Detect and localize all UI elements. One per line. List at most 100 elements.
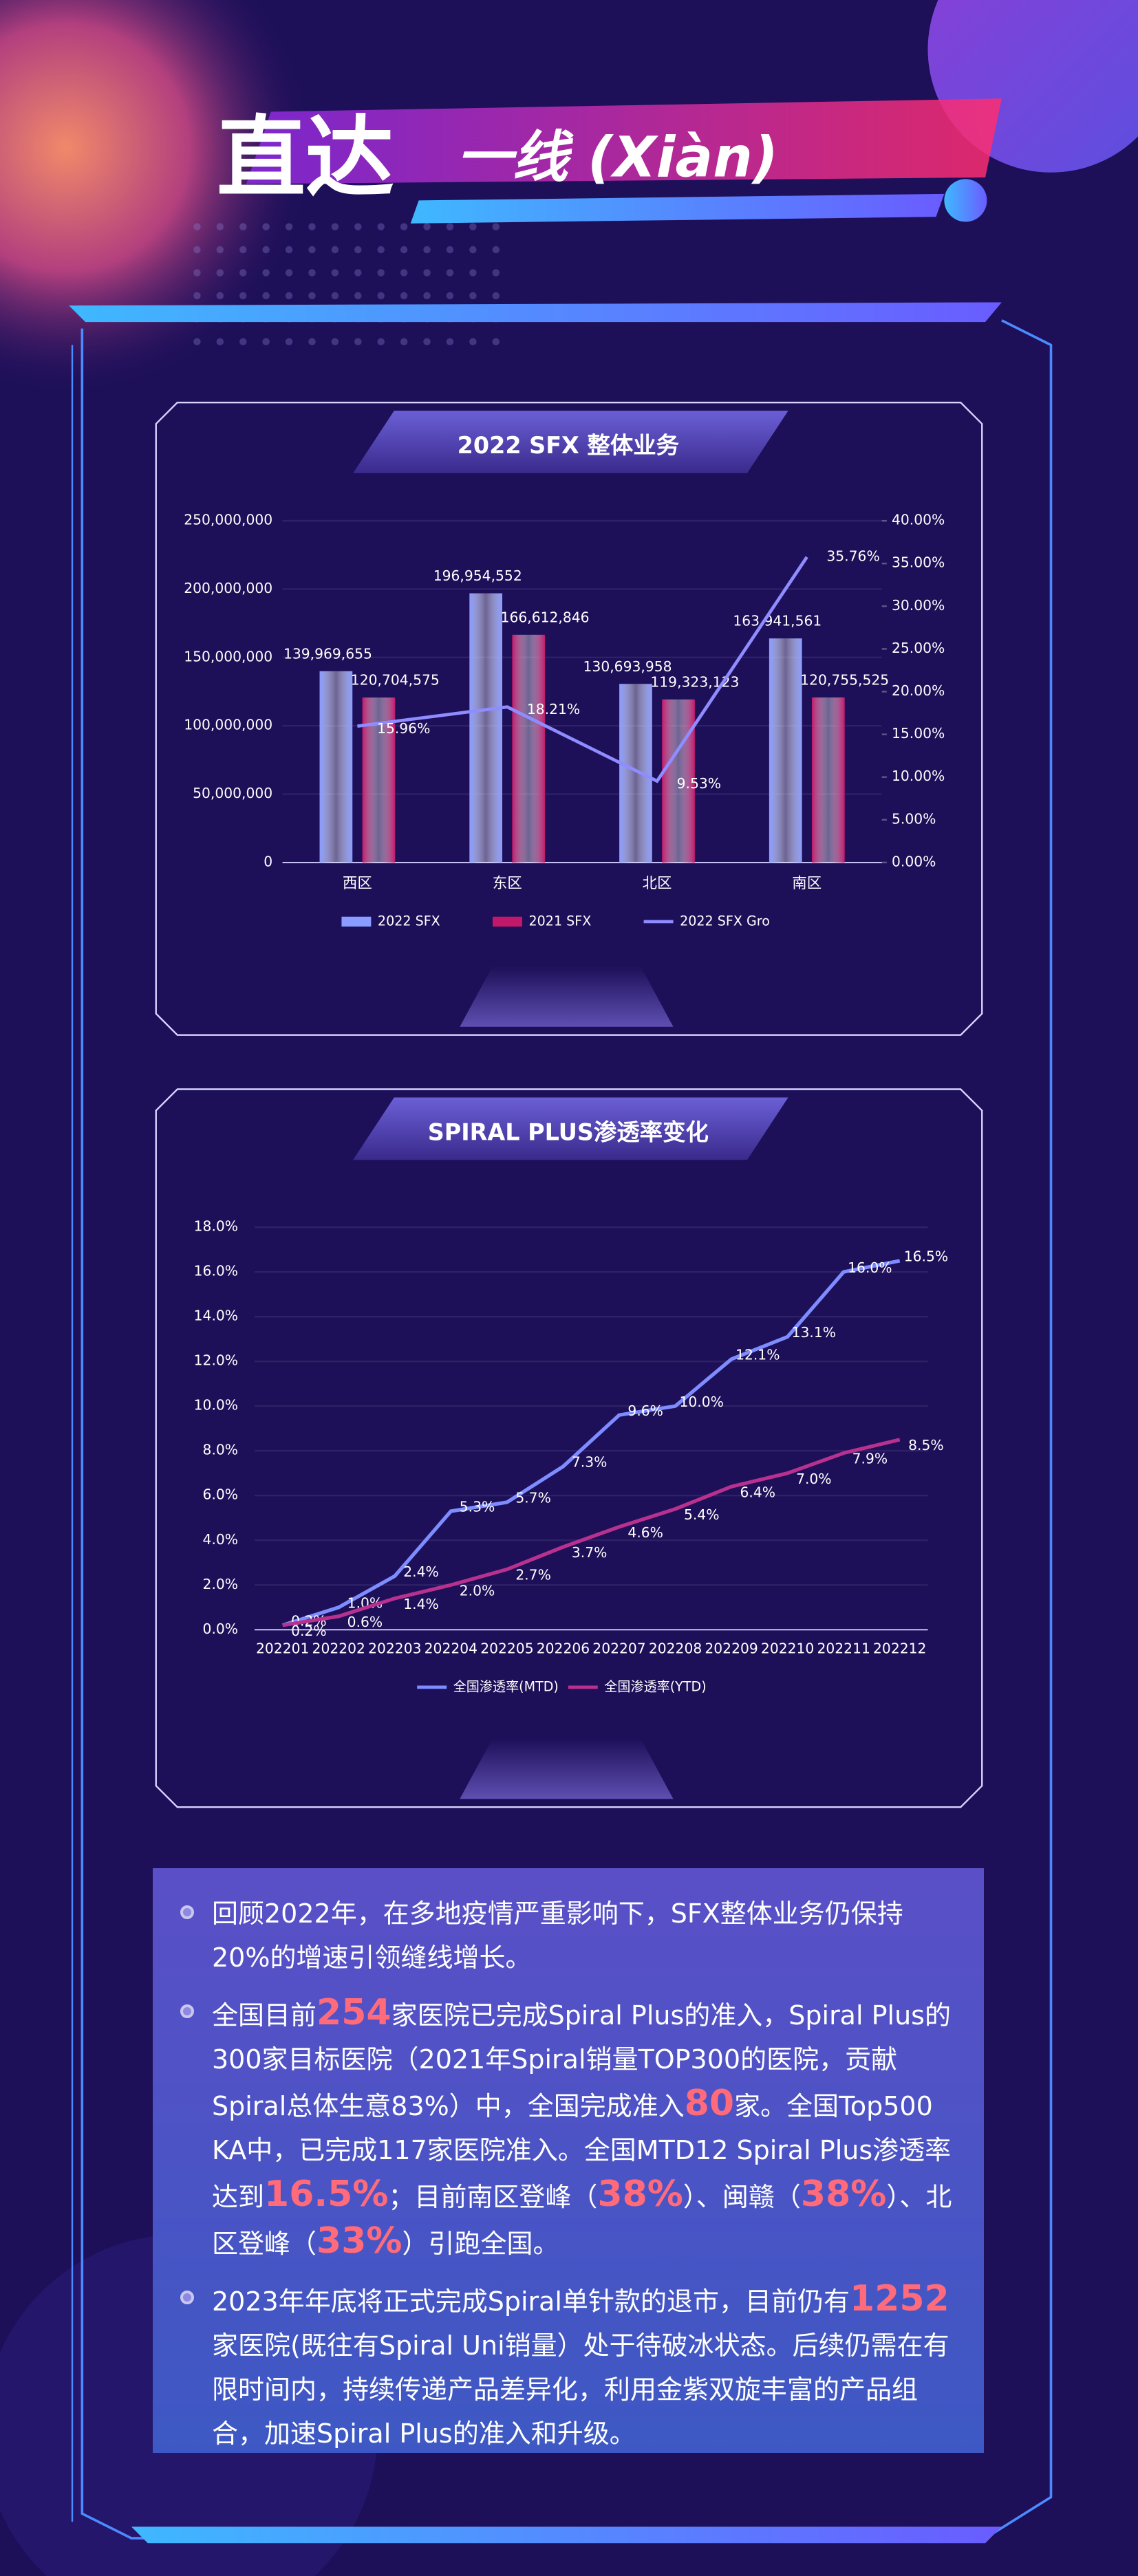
decor-dot	[377, 223, 385, 230]
decor-dot	[377, 338, 385, 346]
note: 2023年年底将正式完成Spiral单针款的退市，目前仍有1252 家医院(既往有…	[180, 2277, 956, 2456]
y2-tick-label: 30.00%	[892, 597, 945, 614]
legend-swatch	[493, 916, 522, 927]
highlight-number: 16.5%	[264, 2174, 389, 2215]
decor-dot	[331, 338, 339, 346]
panel-frame	[155, 401, 983, 1036]
decor-orb	[0, 0, 312, 395]
x-tick-label: 202204	[425, 1640, 477, 1656]
decor-dot	[446, 223, 454, 230]
x-tick-label: 202208	[649, 1640, 702, 1656]
highlight-number: 33%	[316, 2220, 402, 2262]
subtitle: 一线 (Xiàn)	[457, 125, 779, 190]
decor-dot	[193, 338, 201, 346]
x-tick-label: 202202	[312, 1640, 365, 1656]
x-tick-label: 东区	[493, 875, 522, 892]
x-tick-label: 202206	[537, 1640, 590, 1656]
frame-bar	[69, 302, 1002, 323]
decor-dot	[354, 269, 362, 277]
y2-tick-label: 20.00%	[892, 682, 945, 699]
y2-tick-label: 35.00%	[892, 554, 945, 571]
decor-dot	[469, 246, 477, 254]
x-tick-label: 202211	[817, 1640, 870, 1656]
decor-dot	[469, 223, 477, 230]
x-tick-label: 202209	[705, 1640, 758, 1656]
decor-dot	[469, 292, 477, 300]
note-text: ）引跑全国。	[402, 2229, 559, 2259]
legend-label: 2022 SFX Gro	[680, 913, 770, 929]
decor-dot	[492, 269, 500, 277]
data-label: 1.4%	[403, 1596, 439, 1612]
decor-dot	[492, 246, 500, 254]
decor-dot	[446, 246, 454, 254]
note-text: ；目前南区登峰（	[388, 2182, 598, 2212]
note-text: 全国目前	[212, 2000, 317, 2031]
y2-tick-label: 15.00%	[892, 725, 945, 742]
decor-dot	[446, 269, 454, 277]
decor-dot	[354, 338, 362, 346]
bar	[319, 671, 353, 863]
decor-dot	[400, 269, 408, 277]
panel-frame	[155, 1088, 983, 1808]
decor-dot	[193, 292, 201, 300]
decor-dot	[446, 292, 454, 300]
decor-dot	[446, 338, 454, 346]
data-label: 4.6%	[627, 1524, 663, 1541]
decor-dot	[239, 223, 247, 230]
highlight-number: 38%	[597, 2174, 683, 2215]
decor-dot	[262, 292, 270, 300]
legend-label: 全国渗透率(MTD)	[453, 1678, 559, 1694]
data-label: 166,612,846	[501, 609, 590, 625]
note-text: ）、北区登峰（	[212, 2182, 952, 2259]
decor-dot	[216, 338, 224, 346]
decor-dot	[308, 338, 316, 346]
decor-dot	[331, 269, 339, 277]
data-label: 6.4%	[740, 1484, 776, 1500]
decor-dot	[216, 292, 224, 300]
data-label: 35.76%	[826, 548, 879, 564]
highlight-number: 254	[316, 1992, 391, 2033]
data-label: 2.0%	[460, 1582, 495, 1599]
note-text: 家医院(既往有Spiral Uni销量）处于待破冰状态。后续仍需在有限时间内，持…	[212, 2330, 949, 2449]
decor-dot	[285, 223, 293, 230]
note: 全国目前254家医院已完成Spiral Plus的准入，Spiral Plus的…	[180, 1991, 956, 2266]
decor-dot	[216, 223, 224, 230]
decor-dot	[423, 338, 431, 346]
title-bar	[410, 193, 945, 224]
decor-dot	[193, 269, 201, 277]
data-label: 120,704,575	[351, 672, 440, 689]
note-text: 家。全国Top500 KA中，已完成117家医院准入。全国MTD12 Spira…	[212, 2091, 952, 2212]
legend-label: 全国渗透率(YTD)	[604, 1678, 706, 1694]
data-label: 13.1%	[792, 1324, 836, 1341]
bar	[619, 684, 652, 863]
y-tick-label: 14.0%	[194, 1308, 238, 1324]
decor-dot	[262, 269, 270, 277]
y2-tick-label: 5.00%	[892, 810, 936, 827]
y-tick-label: 6.0%	[203, 1486, 239, 1503]
data-label: 7.0%	[796, 1471, 832, 1487]
decor-dot	[423, 246, 431, 254]
y-tick-label: 18.0%	[194, 1218, 238, 1235]
series-line	[281, 1259, 901, 1627]
y-tick-label: 2.0%	[203, 1576, 239, 1592]
decor-dot	[377, 292, 385, 300]
data-label: 16.0%	[848, 1259, 892, 1276]
decor-dot	[239, 269, 247, 277]
data-label: 16.5%	[904, 1248, 948, 1265]
data-label: 10.0%	[680, 1394, 724, 1410]
data-label: 2.7%	[515, 1567, 551, 1583]
x-tick-label: 202212	[873, 1640, 926, 1656]
data-label: 5.4%	[684, 1506, 720, 1523]
y-tick-label: 8.0%	[203, 1442, 239, 1458]
note-text: 2023年年底将正式完成Spiral单针款的退市，目前仍有	[212, 2286, 850, 2317]
decor-dot	[400, 292, 408, 300]
decor-dot	[423, 269, 431, 277]
x-tick-label: 202207	[592, 1640, 645, 1656]
data-label: 7.3%	[572, 1454, 608, 1471]
panel-glow	[460, 1738, 674, 1799]
data-label: 0.6%	[347, 1614, 383, 1630]
decor-dot	[239, 292, 247, 300]
y-tick-label: 150,000,000	[184, 648, 272, 664]
